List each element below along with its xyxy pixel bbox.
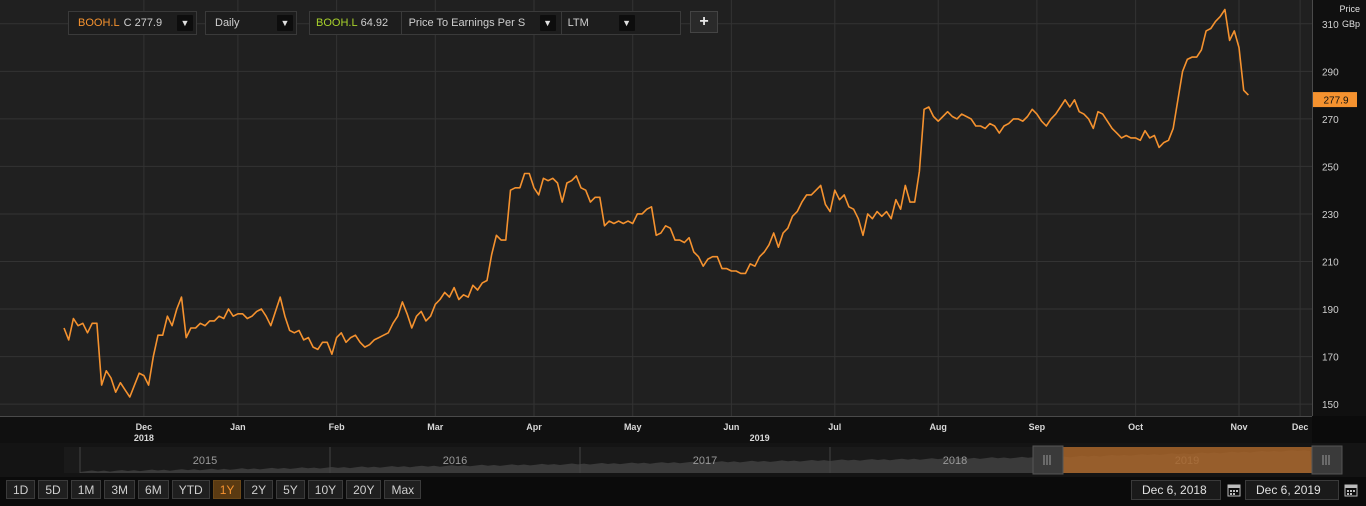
y-axis-tick-labels: 150 170 190 210 230 250 270 290 310 bbox=[1322, 20, 1339, 411]
chevron-down-icon[interactable]: ▼ bbox=[539, 15, 556, 31]
range-button-6m[interactable]: 6M bbox=[138, 480, 169, 499]
end-date-field[interactable]: Dec 6, 2019 bbox=[1245, 480, 1339, 500]
x-tick-label: Mar bbox=[427, 422, 444, 432]
series2-selector[interactable]: BOOH.L 64.92 Price To Earnings Per S ▼ L… bbox=[309, 11, 681, 35]
x-tick-label: Sep bbox=[1029, 422, 1046, 432]
plot-background bbox=[0, 0, 1366, 416]
price-series-line bbox=[63, 8, 1249, 398]
x-tick-label: May bbox=[624, 422, 642, 432]
navigator-year-label: 2016 bbox=[443, 455, 467, 467]
axis-unit-price: Price bbox=[1339, 4, 1360, 14]
chart-toolbar: BOOH.L C 277.9 ▼ Daily ▼ BOOH.L 64.92 Pr… bbox=[68, 11, 681, 37]
navigator-left-handle[interactable] bbox=[1032, 445, 1064, 475]
series1-selector[interactable]: BOOH.L C 277.9 ▼ bbox=[68, 11, 197, 35]
y-tick-label: 170 bbox=[1322, 353, 1339, 364]
series2-period: LTM bbox=[567, 17, 589, 29]
range-button-max[interactable]: Max bbox=[384, 480, 422, 499]
x-tick-label: Jul bbox=[828, 422, 841, 432]
x-tick-label: Nov bbox=[1230, 422, 1247, 432]
interval-select[interactable]: Daily ▼ bbox=[205, 11, 297, 35]
range-button-2y[interactable]: 2Y bbox=[244, 480, 274, 499]
x-tick-label: Aug bbox=[929, 422, 947, 432]
y-tick-label: 230 bbox=[1322, 210, 1339, 221]
x-tick-label: Apr bbox=[526, 422, 542, 432]
navigator[interactable]: 20152016201720182019 bbox=[64, 445, 1343, 475]
series2-field-select[interactable]: Price To Earnings Per S ▼ bbox=[400, 12, 559, 34]
series1-symbol: BOOH.L bbox=[78, 17, 120, 29]
y-tick-label: 310 bbox=[1322, 20, 1339, 31]
x-tick-label: Dec bbox=[136, 422, 153, 432]
navigator-year-label: 2015 bbox=[193, 455, 217, 467]
chevron-down-icon[interactable]: ▼ bbox=[277, 15, 293, 31]
x-tick-label: Oct bbox=[1128, 422, 1143, 432]
add-series-button[interactable]: + bbox=[690, 11, 718, 33]
range-button-20y[interactable]: 20Y bbox=[346, 480, 382, 499]
x-tick-label: Feb bbox=[329, 422, 346, 432]
chevron-down-icon[interactable]: ▼ bbox=[177, 15, 193, 31]
range-button-1m[interactable]: 1M bbox=[70, 480, 102, 499]
y-tick-label: 150 bbox=[1322, 400, 1339, 411]
series2-period-select[interactable]: LTM ▼ bbox=[560, 12, 638, 34]
start-date-field[interactable]: Dec 6, 2018 bbox=[1131, 480, 1221, 500]
navigator-year-label: 2018 bbox=[943, 455, 967, 467]
interval-value: Daily bbox=[215, 17, 240, 29]
y-tick-label: 190 bbox=[1322, 305, 1339, 316]
last-price-box bbox=[1313, 92, 1357, 108]
navigator-selection[interactable] bbox=[1062, 447, 1312, 473]
x-axis-panel bbox=[0, 416, 1312, 443]
range-button-5d[interactable]: 5D bbox=[38, 480, 68, 499]
y-tick-label: 270 bbox=[1322, 115, 1339, 126]
last-price-label: 277.9 bbox=[1323, 96, 1348, 107]
calendar-icon[interactable] bbox=[1225, 481, 1243, 499]
x-year-label: 2019 bbox=[750, 433, 770, 443]
y-axis-panel bbox=[1312, 0, 1366, 416]
navigator-history-area bbox=[80, 450, 1312, 473]
range-button-1d[interactable]: 1D bbox=[6, 480, 36, 499]
chevron-down-icon[interactable]: ▼ bbox=[618, 15, 635, 31]
x-axis-tick-labels: Dec Jan Feb Mar Apr May Jun Jul Aug Sep Oct Nov Dec2… bbox=[134, 422, 1308, 443]
y-tick-label: 210 bbox=[1322, 257, 1339, 268]
range-button-5y[interactable]: 5Y bbox=[276, 480, 305, 499]
navigator-right-handle[interactable] bbox=[1311, 445, 1343, 475]
navigator-year-label: 2017 bbox=[693, 455, 717, 467]
range-button-10y[interactable]: 10Y bbox=[307, 480, 344, 499]
series2-value: 64.92 bbox=[360, 17, 389, 29]
y-tick-label: 290 bbox=[1322, 67, 1339, 78]
x-year-label: 2018 bbox=[134, 433, 154, 443]
series2-field: Price To Earnings Per S bbox=[408, 17, 526, 29]
x-tick-label: Dec bbox=[1292, 422, 1309, 432]
range-button-1y[interactable]: 1Y bbox=[212, 480, 242, 499]
range-button-ytd[interactable]: YTD bbox=[171, 480, 210, 499]
series1-value: C 277.9 bbox=[123, 17, 163, 29]
range-button-3m[interactable]: 3M bbox=[104, 480, 136, 499]
calendar-icon[interactable] bbox=[1342, 481, 1360, 499]
x-tick-label: Jan bbox=[230, 422, 246, 432]
series2-symbol: BOOH.L bbox=[316, 17, 358, 29]
y-tick-label: 250 bbox=[1322, 162, 1339, 173]
last-price-marker: 277.9 bbox=[1313, 92, 1357, 108]
range-buttons: 1D 5D 1M 3M 6M YTD 1Y 2Y 5Y 10Y 20Y Max bbox=[6, 480, 424, 499]
x-tick-label: Jun bbox=[723, 422, 739, 432]
axis-unit-currency: GBp bbox=[1341, 19, 1360, 29]
